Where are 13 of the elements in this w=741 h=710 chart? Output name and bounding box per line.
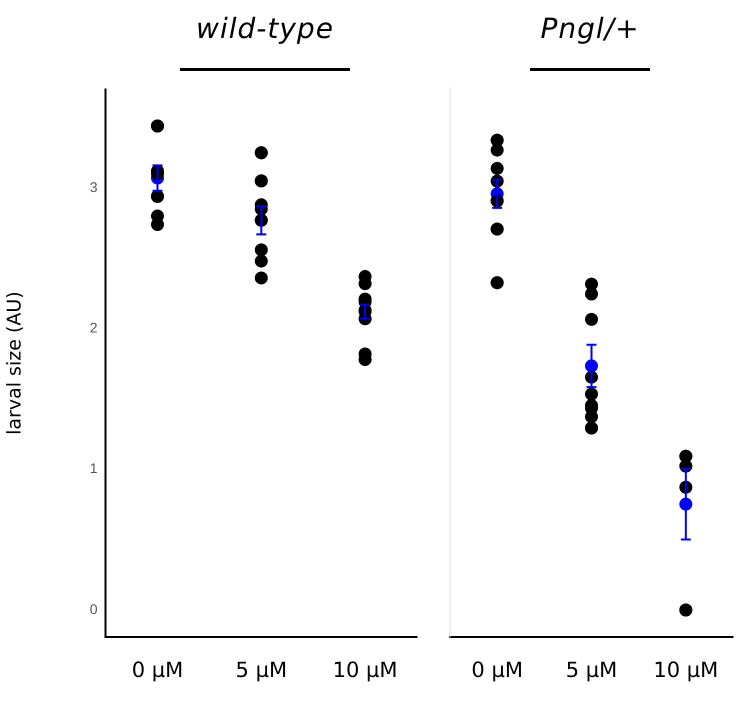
x-tick-label: 0 µM <box>132 658 184 682</box>
x-tick-label: 10 µM <box>653 658 718 682</box>
y-tick-label: 3 <box>90 178 98 195</box>
x-tick-label: 0 µM <box>471 658 523 682</box>
x-tick-label: 5 µM <box>566 658 618 682</box>
y-tick-label: 0 <box>90 600 98 617</box>
y-tick-label: 1 <box>90 460 98 476</box>
x-tick-label: 10 µM <box>332 658 398 682</box>
y-axis-title: larval size (AU) <box>3 291 26 435</box>
chart-title: wild-type <box>195 12 335 45</box>
x-tick-label: 5 µM <box>236 658 288 682</box>
chart-title: Pngl/+ <box>539 12 641 45</box>
y-tick-label: 2 <box>90 319 98 336</box>
